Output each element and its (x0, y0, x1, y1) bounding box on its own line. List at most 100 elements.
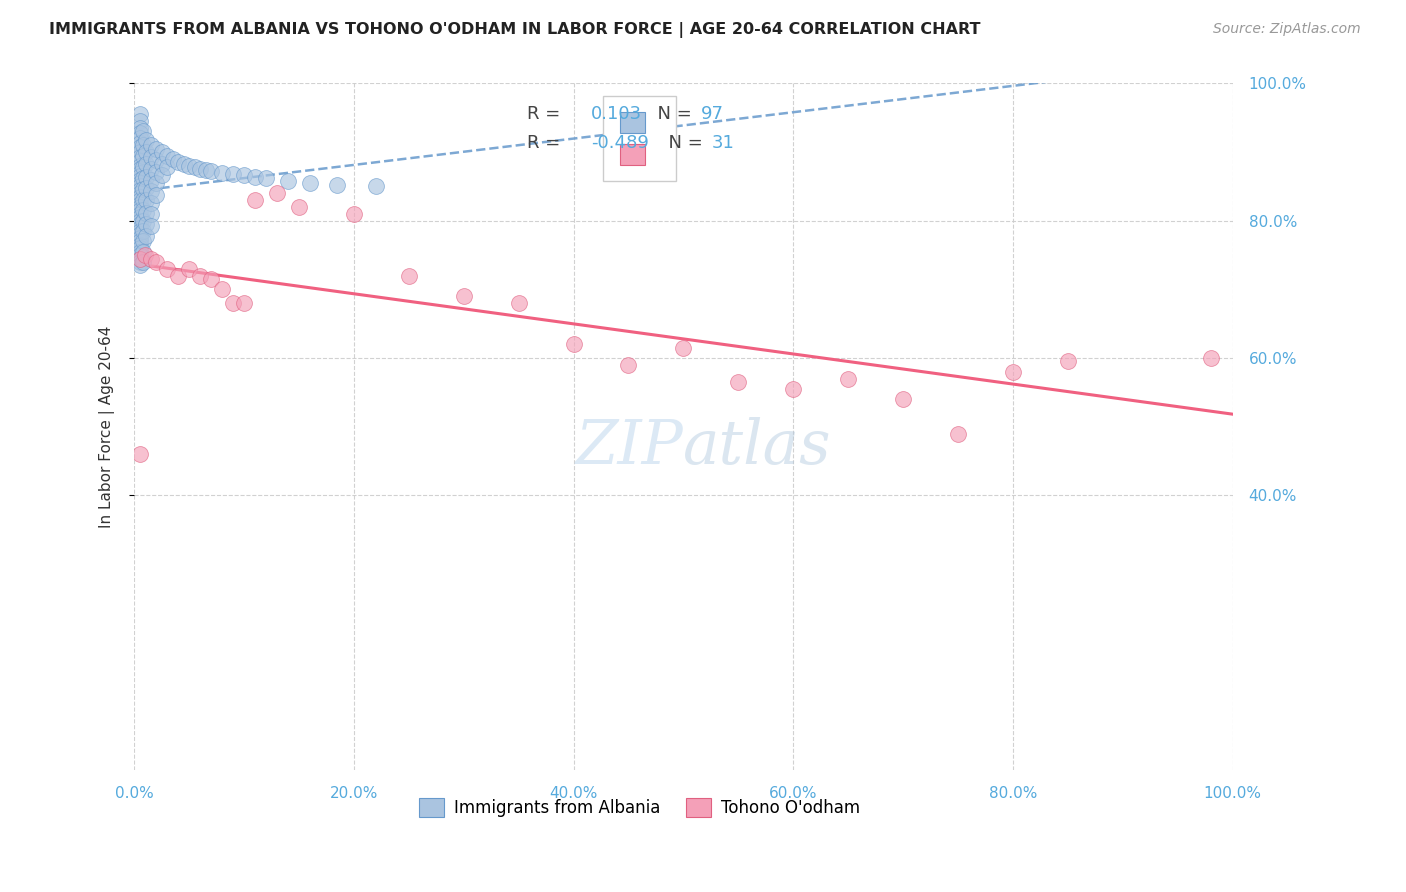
Text: 97: 97 (702, 105, 724, 123)
Point (139, 173, 162, 187)
Text: N =: N = (645, 105, 697, 123)
Point (128, 140, 150, 154)
Point (135, 205, 157, 219)
Point (139, 219, 162, 233)
Point (128, 196, 150, 211)
Point (177, 159, 200, 173)
Point (188, 268, 211, 283)
Point (132, 148, 155, 162)
Point (145, 187, 167, 202)
Point (128, 220, 150, 235)
Point (128, 203, 150, 218)
Point (326, 178, 349, 192)
Point (132, 171, 155, 186)
Point (128, 193, 150, 207)
Legend: Immigrants from Albania, Tohono O'odham: Immigrants from Albania, Tohono O'odham (412, 791, 866, 823)
Point (727, 375, 749, 389)
Point (139, 138, 162, 153)
Point (132, 203, 155, 218)
Point (132, 124, 155, 138)
Text: R =: R = (527, 134, 567, 153)
Point (837, 372, 859, 386)
Point (167, 268, 190, 283)
Point (508, 296, 530, 310)
Point (145, 176, 167, 190)
Text: 0.103: 0.103 (591, 105, 643, 123)
Point (194, 163, 217, 178)
Point (128, 252, 150, 266)
Text: N =: N = (657, 134, 709, 153)
Point (211, 282, 233, 296)
Text: 31: 31 (711, 134, 735, 153)
Point (132, 235, 155, 249)
Point (135, 145, 157, 160)
Point (128, 145, 150, 160)
Point (128, 252, 150, 266)
Point (128, 235, 150, 249)
Text: ZIP: ZIP (575, 417, 683, 477)
Point (139, 184, 162, 198)
Point (128, 121, 150, 136)
Point (128, 131, 150, 145)
Point (277, 174, 299, 188)
Point (132, 244, 155, 259)
Point (150, 145, 173, 160)
Point (188, 161, 211, 176)
Point (200, 164, 222, 178)
Point (135, 157, 157, 171)
Point (200, 272, 222, 286)
Point (132, 193, 155, 207)
Point (128, 259, 150, 273)
Point (288, 200, 311, 214)
Point (128, 213, 150, 227)
Point (128, 176, 150, 190)
Point (150, 157, 173, 171)
Point (132, 224, 155, 238)
Point (128, 447, 150, 461)
Point (139, 150, 162, 164)
Point (135, 181, 157, 195)
Point (1057, 354, 1080, 368)
Point (139, 207, 162, 221)
Point (128, 241, 150, 255)
Point (128, 126, 150, 140)
Point (254, 171, 277, 186)
Point (128, 190, 150, 204)
Point (233, 169, 256, 183)
Point (145, 142, 167, 156)
Point (177, 261, 200, 276)
Point (139, 252, 162, 266)
Point (672, 341, 695, 355)
Point (128, 150, 150, 164)
Point (1199, 351, 1222, 365)
Point (343, 207, 366, 221)
Point (139, 161, 162, 176)
Point (128, 179, 150, 194)
Point (128, 227, 150, 242)
Point (145, 255, 167, 269)
Point (128, 169, 150, 183)
Point (398, 268, 420, 283)
Point (167, 155, 190, 169)
Point (128, 107, 150, 121)
Point (128, 224, 150, 238)
Y-axis label: In Labor Force | Age 20-64: In Labor Force | Age 20-64 (100, 326, 115, 528)
Text: R =: R = (527, 105, 567, 123)
Point (298, 176, 321, 190)
Point (135, 228, 157, 243)
Point (211, 166, 233, 180)
Point (134, 248, 156, 262)
Text: Source: ZipAtlas.com: Source: ZipAtlas.com (1213, 22, 1361, 37)
Point (453, 289, 475, 303)
Point (617, 358, 640, 372)
Point (946, 426, 969, 441)
Text: -0.489: -0.489 (591, 134, 650, 153)
Point (364, 179, 387, 194)
Point (132, 160, 155, 174)
Point (266, 186, 288, 201)
Point (162, 152, 184, 166)
Point (128, 211, 150, 225)
Point (128, 154, 150, 169)
Point (128, 114, 150, 128)
Point (150, 169, 173, 183)
